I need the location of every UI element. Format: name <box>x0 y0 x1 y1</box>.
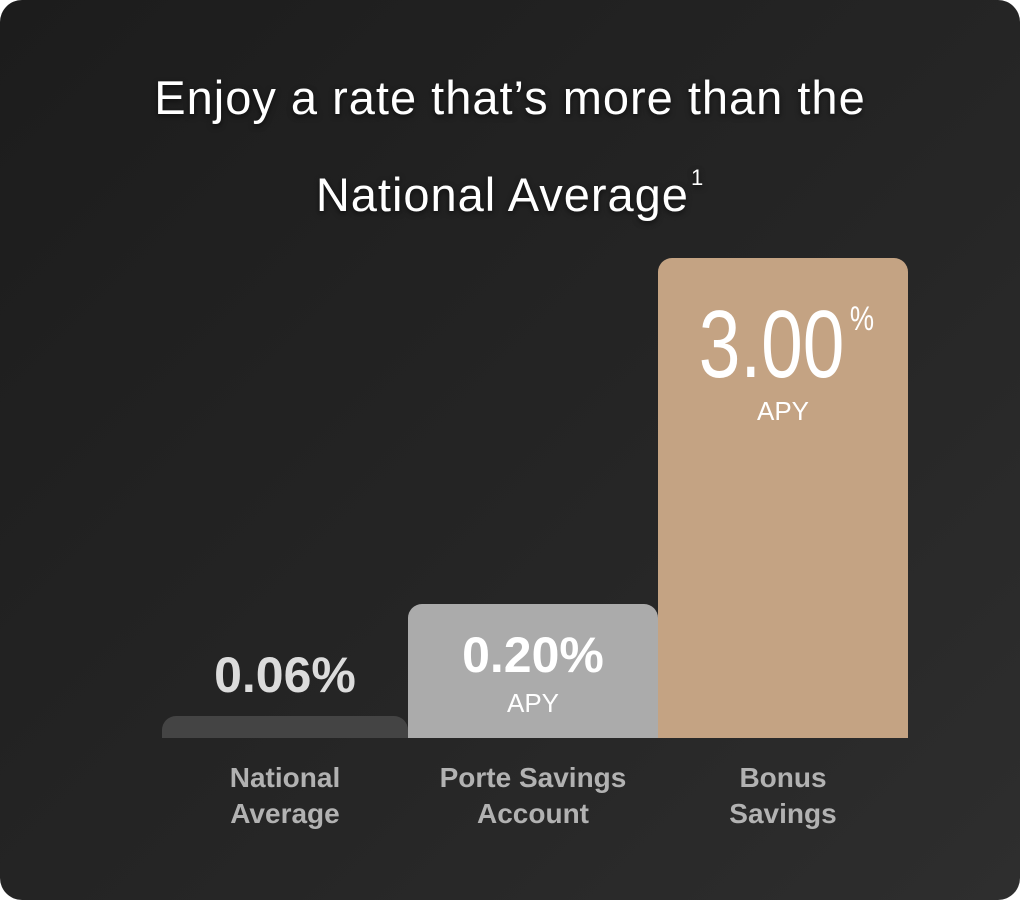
bar-label: Bonus Savings <box>658 760 908 832</box>
bar <box>658 258 908 738</box>
rate-unit: % <box>849 300 875 338</box>
bar <box>408 604 658 738</box>
title: Enjoy a rate that’s more than the Nation… <box>110 58 910 235</box>
rate: 3.00 <box>698 291 845 398</box>
rate: 0.20% <box>462 627 604 683</box>
label-line: Bonus <box>739 762 827 793</box>
title-text: Enjoy a rate that’s more than the Nation… <box>154 71 866 221</box>
apy-note: APY <box>756 396 810 426</box>
footnote-mark: 1 <box>690 165 705 190</box>
bar <box>162 716 408 738</box>
label-line: Account <box>477 798 589 829</box>
rate: 0.06% <box>214 647 356 703</box>
label-line: National <box>229 762 341 793</box>
label-line: Porte Savings <box>439 762 627 793</box>
apy-note: APY <box>506 688 560 718</box>
label-line: Average <box>230 798 340 829</box>
bar-label: Porte Savings Account <box>408 760 658 832</box>
bar-label: National Average <box>160 760 410 832</box>
label-line: Savings <box>729 798 837 829</box>
